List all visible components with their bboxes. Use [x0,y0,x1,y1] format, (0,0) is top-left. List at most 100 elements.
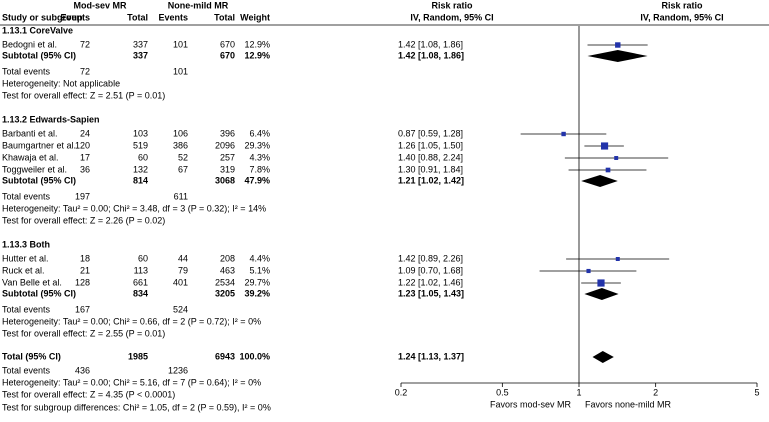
events: 101 [173,39,188,49]
total: 337 [133,50,148,60]
summary-diamond [592,351,614,363]
study-name: Baumgartner et al. [2,140,76,150]
ci-label: 1.22 [1.02, 1.46] [398,277,463,287]
events-label: Total events [2,191,51,201]
study-name: Van Belle et al. [2,277,62,287]
total: 670 [220,50,235,60]
events: 79 [178,265,188,275]
events: 101 [173,66,188,76]
events: 44 [178,253,188,263]
events: 167 [75,304,90,314]
subgroup-test: Test for subgroup differences: Chi² = 1.… [2,402,271,412]
weight: 47.9% [244,175,270,185]
total: 103 [133,128,148,138]
total: 337 [133,39,148,49]
ci-label: 1.42 [0.89, 2.26] [398,253,463,263]
subgroup-title: 1.13.2 Edwards-Sapien [2,114,100,124]
events-label: Total events [2,365,51,375]
ci-label: 1.23 [1.05, 1.43] [398,288,464,298]
weight: 4.4% [249,253,270,263]
events: 72 [80,39,90,49]
weight: 4.3% [249,152,270,162]
x-tick-label: 1 [576,387,581,397]
total: 2096 [215,140,235,150]
total: 1985 [128,351,148,361]
x-tick-label: 0.2 [395,387,408,397]
group-header: None-mild MR [168,0,229,10]
events: 52 [178,152,188,162]
x-label-left: Favors mod-sev MR [490,399,572,409]
events: 436 [75,365,90,375]
events: 106 [173,128,188,138]
events-label: Total events [2,66,51,76]
x-tick-label: 5 [754,387,759,397]
study-name: Khawaja et al. [2,152,59,162]
weight: 5.1% [249,265,270,275]
overall-effect-test: Test for overall effect: Z = 2.55 (P = 0… [2,328,165,338]
effect-marker [615,42,621,48]
column-header: Weight [240,12,270,22]
effect-marker [615,257,620,261]
heterogeneity: Heterogeneity: Tau² = 0.00; Chi² = 3.48,… [2,203,266,213]
ci-label: 1.30 [0.91, 1.84] [398,164,463,174]
column-header: Events [60,12,90,22]
effect-marker [605,167,611,173]
weight: 6.4% [249,128,270,138]
ci-label: 0.87 [0.59, 1.28] [398,128,463,138]
total: 2534 [215,277,235,287]
total: 132 [133,164,148,174]
summary-name: Total (95% CI) [2,351,61,361]
events: 197 [75,191,90,201]
ci-label: 1.42 [1.08, 1.86] [398,39,463,49]
column-header: IV, Random, 95% CI [410,12,493,22]
column-header: Study or subgroup [2,12,83,22]
ci-label: 1.24 [1.13, 1.37] [398,351,464,361]
events: 21 [80,265,90,275]
weight: 39.2% [244,288,270,298]
events: 128 [75,277,90,287]
total: 113 [134,265,148,275]
weight: 29.7% [244,277,270,287]
events: 1236 [168,365,188,375]
total: 319 [220,164,235,174]
study-name: Toggweiler et al. [2,164,67,174]
events: 401 [173,277,188,287]
events: 611 [174,191,188,201]
ci-label: 1.21 [1.02, 1.42] [398,175,464,185]
summary-diamond [581,175,618,187]
weight: 100.0% [239,351,270,361]
column-header: Total [214,12,235,22]
summary-diamond [584,288,619,300]
column-header: Total [127,12,148,22]
total: 834 [133,288,148,298]
weight: 29.3% [244,140,270,150]
subgroup-title: 1.13.3 Both [2,239,50,249]
effect-marker [586,268,591,274]
events: 67 [178,164,188,174]
events: 17 [80,152,90,162]
ci-label: 1.42 [1.08, 1.86] [398,50,464,60]
total: 208 [220,253,235,263]
group-header: Risk ratio [661,0,703,10]
summary-name: Subtotal (95% CI) [2,288,76,298]
total: 60 [138,253,148,263]
total: 3068 [215,175,235,185]
group-header: Mod-sev MR [73,0,127,10]
events-label: Total events [2,304,51,314]
effect-marker [561,131,566,137]
events: 18 [80,253,90,263]
total: 463 [220,265,235,275]
events: 524 [173,304,188,314]
events: 72 [80,66,90,76]
total: 396 [220,128,235,138]
overall-effect-test: Test for overall effect: Z = 2.51 (P = 0… [2,90,165,100]
total: 814 [133,175,148,185]
total: 60 [138,152,148,162]
heterogeneity: Heterogeneity: Tau² = 0.00; Chi² = 0.66,… [2,316,261,326]
effect-marker [600,142,609,150]
effect-marker [597,279,605,287]
x-tick-label: 2 [653,387,658,397]
overall-effect-test: Test for overall effect: Z = 2.26 (P = 0… [2,215,165,225]
summary-name: Subtotal (95% CI) [2,50,76,60]
total: 661 [133,277,148,287]
